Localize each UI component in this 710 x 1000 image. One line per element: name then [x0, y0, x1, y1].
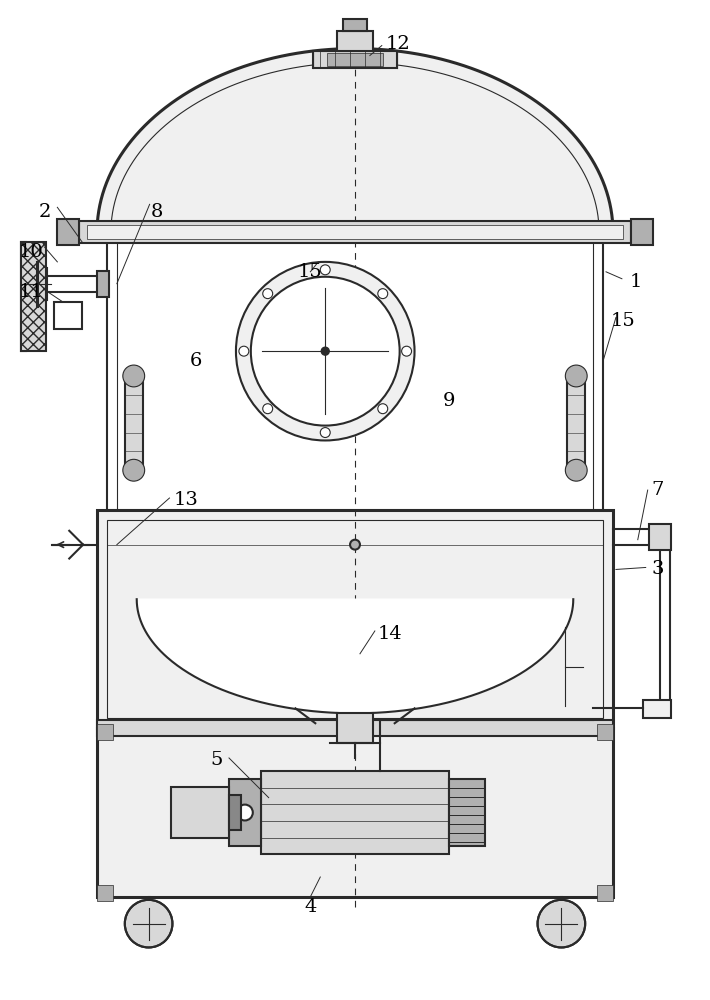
Bar: [80, 221, 630, 243]
Circle shape: [350, 540, 360, 550]
Polygon shape: [137, 599, 573, 713]
Text: 8: 8: [151, 203, 163, 221]
Bar: [229, 779, 261, 846]
Circle shape: [125, 900, 173, 947]
Text: 1: 1: [630, 273, 642, 291]
Text: 7: 7: [652, 481, 664, 499]
Bar: [327, 53, 383, 66]
Circle shape: [320, 428, 330, 437]
Circle shape: [537, 900, 585, 947]
Bar: [97, 720, 613, 736]
Circle shape: [263, 289, 273, 299]
Circle shape: [123, 365, 145, 387]
Circle shape: [565, 459, 587, 481]
Bar: [125, 376, 143, 470]
Text: 14: 14: [377, 625, 402, 643]
Text: 6: 6: [190, 352, 202, 370]
Circle shape: [378, 404, 388, 414]
Circle shape: [239, 346, 248, 356]
Text: 11: 11: [18, 283, 43, 301]
Circle shape: [237, 805, 253, 820]
Circle shape: [263, 404, 273, 414]
Circle shape: [321, 347, 329, 355]
Text: 4: 4: [304, 898, 317, 916]
Bar: [597, 724, 613, 740]
Text: 9: 9: [443, 392, 456, 410]
Bar: [97, 724, 113, 740]
Circle shape: [251, 277, 400, 426]
Bar: [630, 219, 652, 245]
Bar: [107, 520, 603, 718]
Text: 12: 12: [386, 35, 410, 53]
Bar: [97, 510, 613, 728]
Bar: [21, 242, 46, 351]
Text: 3: 3: [651, 560, 664, 578]
Circle shape: [123, 459, 145, 481]
Circle shape: [236, 262, 415, 440]
Polygon shape: [97, 49, 613, 232]
Bar: [58, 219, 80, 245]
Text: 13: 13: [174, 491, 199, 509]
Bar: [171, 787, 229, 838]
Bar: [343, 19, 367, 31]
Bar: [643, 700, 670, 718]
Text: 15: 15: [298, 263, 323, 281]
Bar: [229, 795, 241, 830]
Bar: [97, 728, 613, 897]
Bar: [649, 524, 670, 550]
Circle shape: [378, 289, 388, 299]
Bar: [313, 51, 397, 68]
Bar: [567, 376, 585, 470]
Bar: [21, 242, 26, 351]
Bar: [55, 302, 82, 329]
Circle shape: [565, 365, 587, 387]
Bar: [449, 779, 485, 846]
Bar: [87, 225, 623, 239]
Text: 10: 10: [18, 243, 43, 261]
Bar: [261, 771, 449, 854]
Text: 15: 15: [611, 312, 635, 330]
Bar: [26, 268, 48, 300]
Bar: [337, 31, 373, 51]
Text: 2: 2: [38, 203, 50, 221]
Bar: [337, 713, 373, 743]
Bar: [597, 885, 613, 901]
Bar: [97, 271, 109, 297]
Text: 5: 5: [210, 751, 222, 769]
Bar: [107, 232, 603, 510]
Circle shape: [320, 265, 330, 275]
Bar: [97, 885, 113, 901]
Circle shape: [402, 346, 412, 356]
